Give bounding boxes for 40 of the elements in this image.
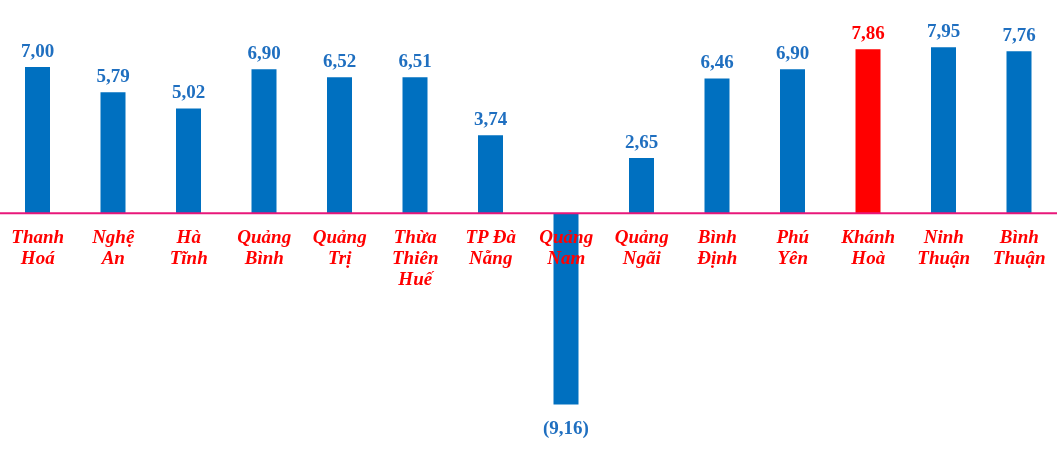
bar (402, 77, 428, 214)
x-tick-label: Thừa Thiên Huế (392, 226, 439, 290)
x-tick-label: Hà Tĩnh (169, 226, 208, 269)
bar (478, 135, 503, 214)
x-tick-label: Quảng Ngãi (614, 226, 669, 269)
data-label: 2,65 (624, 130, 659, 152)
x-tick-label: TP Đà Nẵng (465, 226, 517, 269)
x-tick-label: Phú Yên (775, 226, 810, 269)
bar (629, 157, 654, 214)
data-label: 6,46 (700, 51, 734, 73)
data-label: 5,02 (171, 81, 206, 103)
x-tick-label: Quảng Trị (312, 226, 367, 269)
bar (100, 92, 126, 214)
x-tick-label: Thanh Hoá (11, 226, 65, 269)
data-label: 3,74 (473, 108, 508, 130)
x-tick-label: Quảng Bình (237, 226, 292, 269)
bar (251, 69, 277, 214)
bar (704, 78, 730, 214)
x-tick-label: Bình Định (696, 226, 738, 269)
data-label: 7,95 (926, 20, 961, 42)
data-label: 6,52 (322, 50, 357, 72)
data-label: (9,16) (543, 417, 589, 440)
x-tick-label: Khánh Hoà (840, 226, 896, 269)
data-label: 5,79 (96, 65, 130, 87)
bar (931, 47, 956, 214)
bar (1006, 51, 1032, 214)
data-label: 7,86 (851, 22, 885, 44)
bar (176, 108, 201, 214)
data-label: 6,51 (398, 50, 432, 72)
bar (327, 77, 352, 214)
data-label: 7,76 (1002, 24, 1036, 46)
data-label: 6,90 (247, 42, 281, 64)
x-tick-label: Nghệ An (91, 226, 135, 269)
x-tick-label: Ninh Thuận (917, 226, 971, 269)
bar (25, 67, 50, 214)
bar (780, 69, 805, 214)
data-label: 6,90 (775, 42, 810, 64)
data-label: 7,00 (20, 40, 55, 62)
bar (855, 49, 881, 214)
x-tick-label: Bình Thuận (992, 226, 1046, 269)
